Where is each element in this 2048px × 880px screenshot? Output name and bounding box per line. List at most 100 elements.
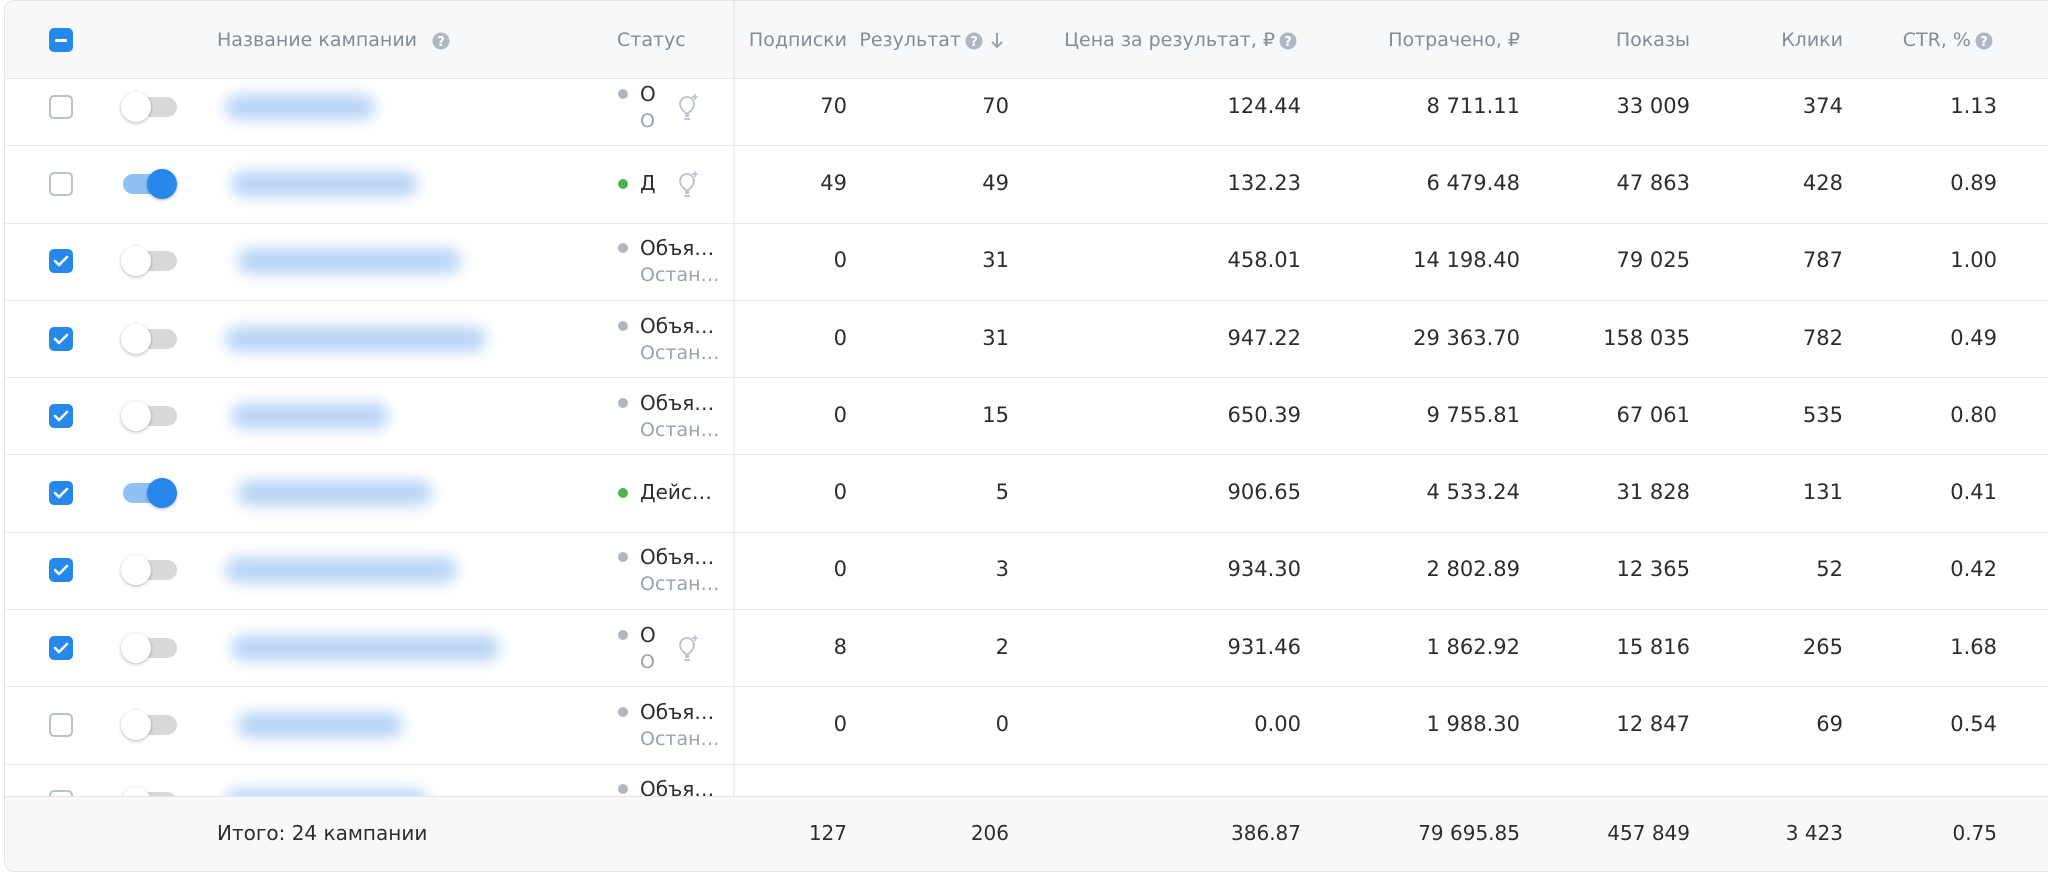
- status-dot: [618, 707, 628, 718]
- status-dot: [618, 320, 628, 331]
- metric-value: 906.65: [1227, 480, 1301, 505]
- column-header[interactable]: Название кампании: [217, 29, 418, 51]
- campaign-name-blurred: [225, 325, 486, 352]
- metric-value: 33 009: [1616, 93, 1690, 118]
- select-all-checkbox[interactable]: [49, 28, 73, 52]
- campaign-toggle[interactable]: [121, 246, 177, 277]
- column-header[interactable]: Показы: [1615, 29, 1690, 51]
- metric-value: 8 711.11: [1426, 93, 1520, 118]
- metric-value: 2 802.89: [1426, 557, 1520, 582]
- metric-value: 428: [1802, 170, 1843, 195]
- total-value: 127: [808, 821, 847, 845]
- status-cell: Объя…Остан…: [640, 299, 722, 379]
- metric-value: 0.80: [1950, 402, 1997, 427]
- hint-icon-svg: [679, 634, 698, 661]
- metric-value: 0.41: [1950, 480, 1997, 505]
- metric-value: 5: [995, 480, 1009, 505]
- row-checkbox[interactable]: [49, 558, 73, 583]
- metric-value: 31 828: [1616, 480, 1690, 505]
- checkbox-minus: [55, 39, 67, 42]
- campaign-toggle[interactable]: [121, 710, 177, 741]
- toggle-knob: [121, 632, 151, 663]
- status-label: Дейс…: [640, 480, 712, 505]
- column-header[interactable]: Цена за результат, ₽: [1064, 29, 1275, 51]
- toggle-knob: [121, 710, 151, 741]
- table-row: [5, 377, 2048, 456]
- campaign-toggle[interactable]: [123, 478, 177, 509]
- total-value: 3 423: [1785, 821, 1843, 845]
- status-label: О: [640, 622, 656, 647]
- campaign-toggle[interactable]: [121, 400, 177, 431]
- column-header[interactable]: Потрачено, ₽: [1388, 29, 1520, 51]
- status-label: Объя…: [640, 700, 715, 725]
- metric-value: 131: [1802, 480, 1843, 505]
- metric-value: 124.44: [1227, 93, 1301, 118]
- metric-value: 0: [995, 712, 1009, 737]
- metric-value: 49: [982, 170, 1009, 195]
- sort-arrow: [989, 31, 1005, 51]
- sticky-shadow: [733, 1, 736, 796]
- campaign-name-blurred: [237, 248, 461, 275]
- metric-value: 947.22: [1227, 325, 1301, 350]
- campaign-toggle[interactable]: [123, 168, 177, 199]
- status-cell: Объя…Остан…: [640, 376, 722, 456]
- row-checkbox[interactable]: [49, 635, 73, 660]
- status-cell: Д: [640, 144, 672, 224]
- check-mark: [53, 642, 69, 654]
- status-label: О: [640, 81, 656, 106]
- metric-value: 1.68: [1950, 634, 1997, 659]
- row-checkbox[interactable]: [49, 481, 73, 506]
- metric-value: 2: [995, 634, 1009, 659]
- svg-text:?: ?: [970, 35, 978, 50]
- status-detail: О: [640, 109, 655, 132]
- row-checkbox[interactable]: [49, 171, 73, 196]
- row-checkbox[interactable]: [49, 790, 73, 796]
- status-detail: Остан…: [640, 573, 720, 596]
- campaign-name-blurred: [225, 93, 375, 120]
- status-cell: Объя… Остан…: [640, 530, 722, 610]
- campaign-name-blurred: [225, 789, 428, 796]
- row-checkbox[interactable]: [49, 713, 73, 738]
- campaign-toggle[interactable]: [121, 91, 177, 122]
- campaign-toggle[interactable]: [121, 632, 177, 663]
- metric-value: 9 755.81: [1426, 402, 1520, 427]
- column-header[interactable]: CTR, %: [1902, 29, 1971, 51]
- status-cell: Объя…Остан…: [640, 762, 722, 796]
- metric-value: 6 479.48: [1426, 170, 1520, 195]
- row-checkbox[interactable]: [49, 403, 73, 428]
- svg-text:?: ?: [1980, 35, 1988, 50]
- toggle-knob: [147, 168, 177, 199]
- table-row: [5, 532, 2048, 611]
- metric-value: 29 363.70: [1413, 325, 1520, 350]
- status-detail: Остан…: [640, 264, 720, 287]
- metric-value: 52: [1816, 557, 1843, 582]
- status-cell: Объя…Остан…: [640, 221, 722, 301]
- campaign-name-blurred: [237, 480, 432, 507]
- status-label: Объя…: [640, 545, 715, 570]
- campaign-toggle[interactable]: [121, 787, 177, 796]
- metric-value: 79 025: [1616, 248, 1690, 273]
- metric-value: 0: [833, 248, 847, 273]
- toggle-knob: [121, 246, 151, 277]
- check-mark: [53, 565, 69, 576]
- column-header[interactable]: Статус: [617, 29, 686, 51]
- table-row: [5, 145, 2048, 224]
- metric-value: 158 035: [1603, 325, 1690, 350]
- status-cell: Объя…Остан…: [640, 685, 722, 765]
- row-checkbox[interactable]: [49, 249, 73, 274]
- campaign-toggle[interactable]: [121, 555, 177, 586]
- help-icon-svg: ?: [965, 32, 983, 50]
- column-header[interactable]: Клики: [1781, 29, 1843, 51]
- status-label: Д: [640, 170, 656, 195]
- campaign-toggle[interactable]: [121, 323, 177, 354]
- hint-icon: [673, 632, 701, 664]
- table-row: [5, 79, 2048, 147]
- row-checkbox[interactable]: [49, 94, 73, 119]
- column-header[interactable]: Результат: [859, 29, 961, 51]
- metric-value: 31: [982, 248, 1009, 273]
- metric-value: 0.54: [1950, 712, 1997, 737]
- column-header[interactable]: Подписки: [748, 29, 847, 51]
- row-checkbox[interactable]: [49, 326, 73, 351]
- metric-value: 535: [1802, 402, 1843, 427]
